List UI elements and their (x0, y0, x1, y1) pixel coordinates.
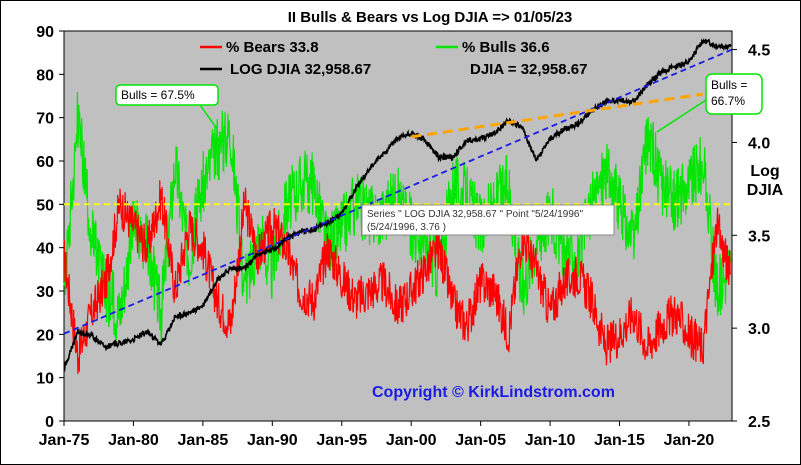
y-right-axis: 2.5 3.0 3.5 4.0 4.5 (732, 43, 770, 431)
y-left-tick-label-3: 30 (36, 284, 54, 301)
callout-bulls-1987-text: Bulls = 67.5% (121, 88, 195, 102)
trendline-layer (63, 48, 733, 335)
callout-bulls-2018-leader (656, 99, 707, 133)
trendline-orange-dashed (410, 92, 704, 139)
x-tick-label-8: Jan-15 (594, 432, 645, 449)
y-right-tick-label-4: 4.5 (748, 43, 770, 60)
y-right-label-line2: DJIA (747, 182, 784, 199)
tooltip-box (361, 204, 615, 236)
x-tick-label-9: Jan-20 (664, 432, 715, 449)
callout-bulls-2018-line2: 66.7% (711, 94, 745, 108)
legend-djia-label: DJIA = 32,958.67 (470, 61, 587, 78)
y-right-label-line1: Log (750, 163, 779, 180)
y-left-tick-label-5: 50 (36, 197, 54, 214)
tooltip-line2: (5/24/1996, 3.76 ) (367, 222, 446, 233)
y-left-tick-label-0: 0 (45, 414, 54, 431)
x-tick-label-5: Jan-00 (386, 432, 437, 449)
x-tick-label-1: Jan-80 (108, 432, 159, 449)
callout-bulls-2018-box (705, 73, 763, 115)
x-tick-label-4: Jan-95 (316, 432, 367, 449)
y-left-tick-label-1: 10 (36, 371, 54, 388)
y-left-tick-label-2: 20 (36, 327, 54, 344)
y-left-tick-label-8: 80 (36, 67, 54, 84)
x-tick-label-3: Jan-90 (247, 432, 298, 449)
legend-bears-label: % Bears 33.8 (226, 39, 319, 56)
y-left-tick-label-9: 90 (36, 24, 54, 41)
series-line-2 (63, 37, 732, 372)
y-left-tick-label-6: 60 (36, 154, 54, 171)
y-right-tick-label-1: 3.0 (748, 321, 770, 338)
callout-bulls-1987-box (115, 84, 219, 106)
x-tick-label-7: Jan-10 (525, 432, 576, 449)
x-tick-label-0: Jan-75 (39, 432, 90, 449)
y-left-tick-label-4: 40 (36, 241, 54, 258)
copyright-text: Copyright © KirkLindstrom.com (372, 384, 615, 401)
y-left-axis: 0 10 20 30 40 50 60 70 80 90 (36, 24, 64, 431)
legend-log-djia-label: LOG DJIA 32,958.67 (230, 61, 371, 78)
series-line-0 (63, 180, 732, 374)
x-axis: Jan-75 Jan-80 Jan-85 Jan-90 Jan-95 Jan-00 Jan-… (39, 421, 715, 449)
y-left-tick-label-7: 70 (36, 111, 54, 128)
callout-bulls-2018-line1: Bulls = (711, 78, 747, 92)
chart-title: II Bulls & Bears vs Log DJIA => 01/05/23 (288, 9, 573, 26)
x-tick-label-6: Jan-05 (455, 432, 506, 449)
y-right-tick-label-3: 4.0 (748, 135, 770, 152)
callout-bulls-1987-leader (199, 104, 218, 129)
x-tick-label-2: Jan-85 (178, 432, 229, 449)
tooltip-line1: Series " LOG DJIA 32,958.67 " Point "5/2… (367, 209, 583, 220)
y-right-tick-label-2: 3.5 (748, 228, 770, 245)
legend-bulls-label: % Bulls 36.6 (462, 39, 550, 56)
y-right-tick-label-0: 2.5 (748, 414, 770, 431)
trendline-blue-dashed (63, 48, 733, 335)
